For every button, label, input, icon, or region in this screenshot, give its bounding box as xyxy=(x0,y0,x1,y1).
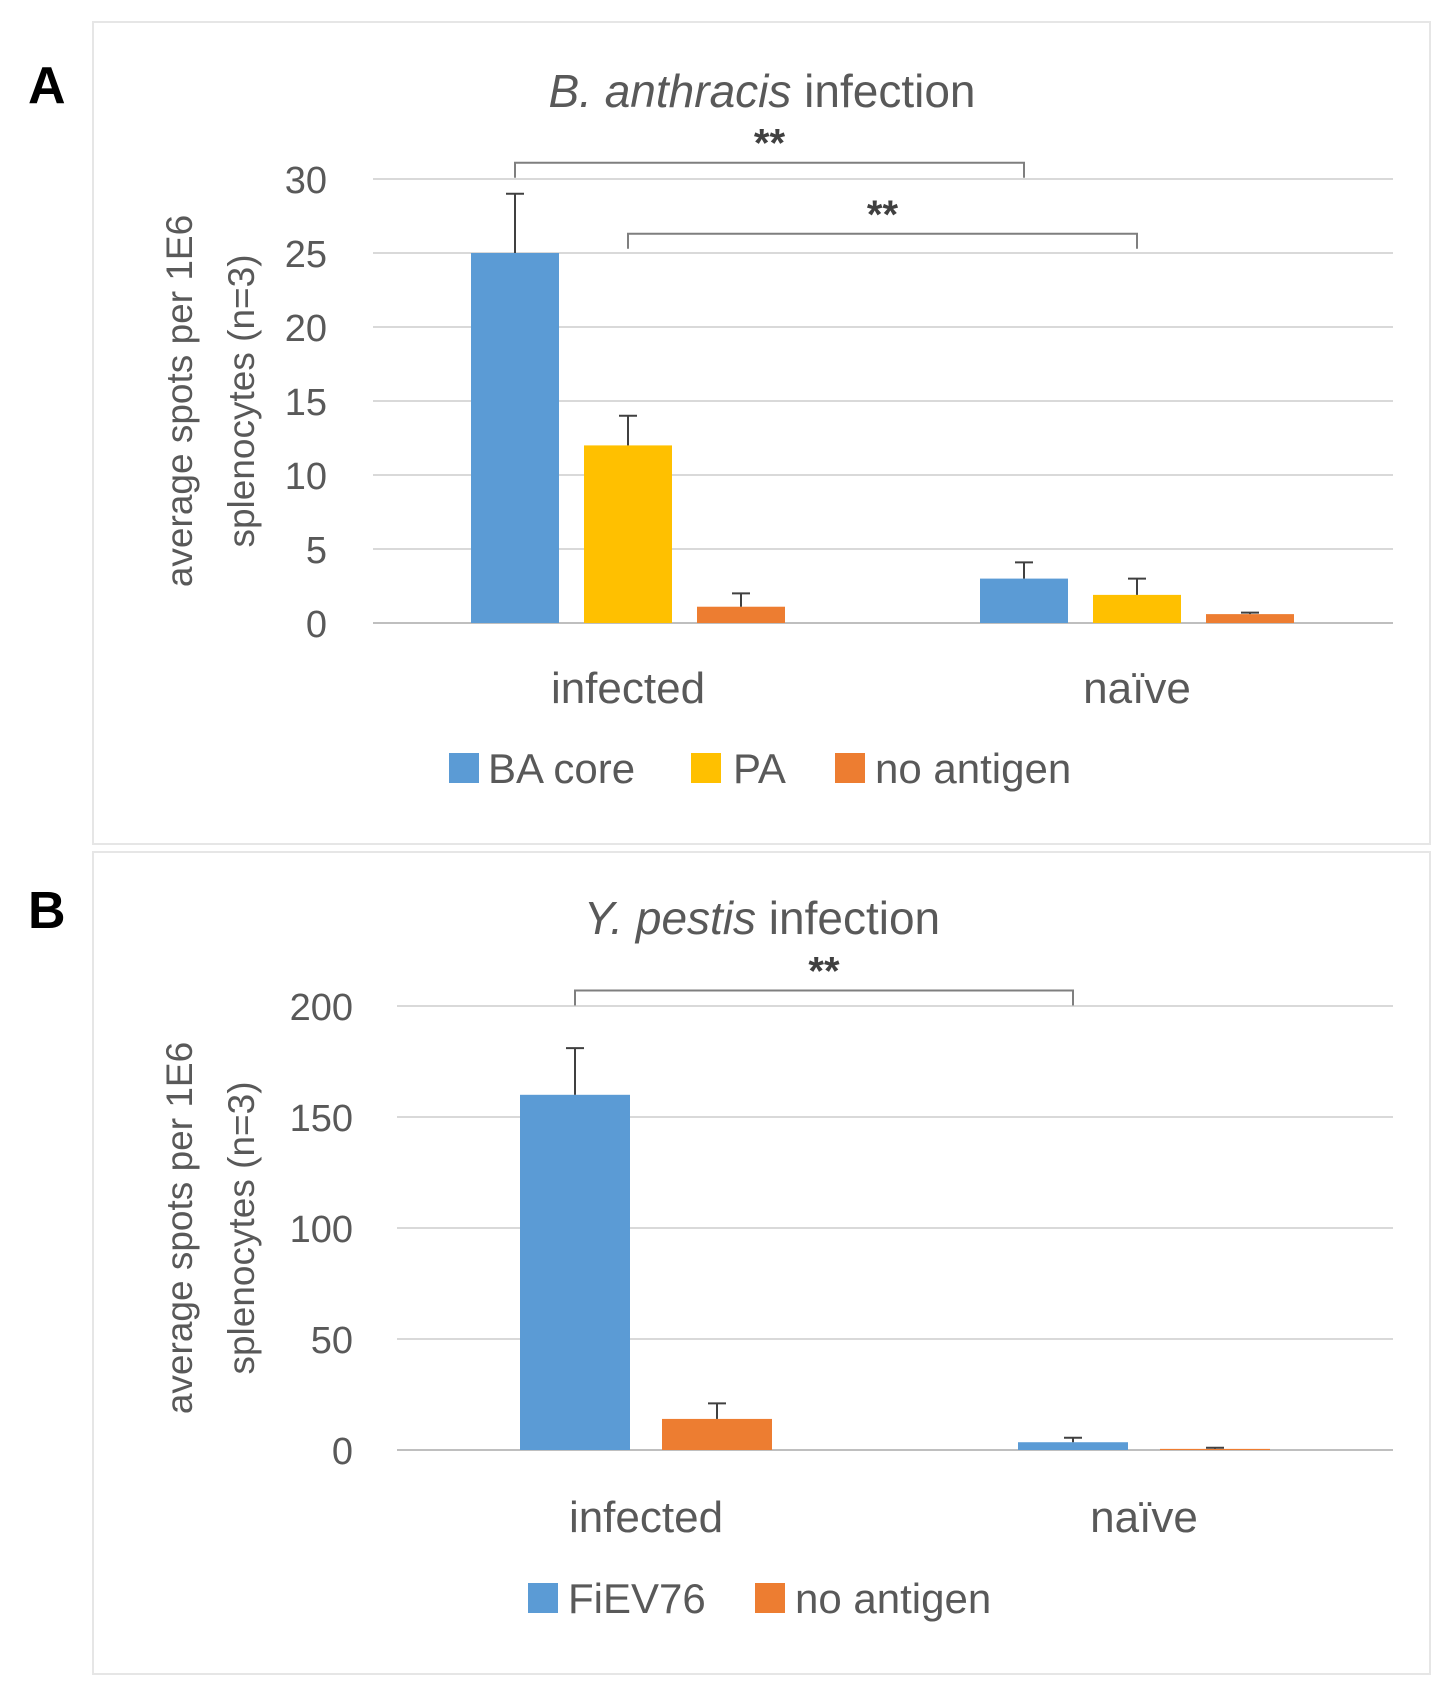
bar-no-antigen-infected xyxy=(662,1418,772,1450)
panel-a-frame xyxy=(92,21,1431,845)
panel-b: B Y. pestis infection 0 50 100 150 200 average … xyxy=(28,882,1393,1622)
significance-label: ** xyxy=(754,122,786,166)
y-tick-label: 100 xyxy=(290,1209,353,1251)
y-axis-label-line2: splenocytes (n=3) xyxy=(221,1081,262,1374)
significance-label: ** xyxy=(867,193,899,237)
y-axis-label-line1: average spots per 1E6 xyxy=(159,215,200,587)
y-axis-label-line1: average spots per 1E6 xyxy=(159,1042,200,1414)
bar-no-antigen-nave xyxy=(1206,614,1294,623)
category-label: infected xyxy=(569,1493,723,1542)
bar-no-antigen-infected xyxy=(697,606,785,623)
y-tick-label: 15 xyxy=(285,382,327,424)
chart-title-italic: Y. pestis xyxy=(584,892,756,944)
chart-title: Y. pestis infection xyxy=(584,892,940,944)
legend-label: PA xyxy=(733,745,786,792)
y-tick-label: 5 xyxy=(306,530,327,572)
panel-a: A B. anthracis infection 0 5 10 15 20 25 30 avera… xyxy=(28,57,1393,792)
panel-label: A xyxy=(28,57,66,115)
bar-fiev76-infected xyxy=(520,1094,630,1450)
chart-title-italic: B. anthracis xyxy=(548,65,791,117)
panel-label: B xyxy=(28,882,66,940)
y-tick-label: 50 xyxy=(311,1320,353,1362)
chart-title-rest: infection xyxy=(791,65,975,117)
y-tick-label: 25 xyxy=(285,234,327,276)
significance-bracket xyxy=(574,989,1074,1006)
bar-pa-infected xyxy=(584,445,672,623)
bar-pa-nave xyxy=(1093,594,1181,623)
significance-bracket xyxy=(514,161,1025,178)
bar-no-antigen-nave xyxy=(1160,1448,1270,1450)
legend-swatch-no-antigen xyxy=(755,1583,785,1613)
category-label: naïve xyxy=(1090,1493,1198,1542)
legend-swatch-pa xyxy=(691,753,721,783)
legend-swatch-ba-core xyxy=(449,753,479,783)
legend-label: no antigen xyxy=(795,1575,991,1622)
y-tick-label: 30 xyxy=(285,160,327,202)
y-tick-label: 0 xyxy=(332,1431,353,1473)
significance-bracket xyxy=(627,232,1138,249)
y-tick-label: 20 xyxy=(285,308,327,350)
legend-label: no antigen xyxy=(875,745,1071,792)
y-tick-label: 0 xyxy=(306,604,327,646)
chart-title: B. anthracis infection xyxy=(548,65,975,117)
bar-fiev76-nave xyxy=(1018,1442,1128,1450)
bar-ba-core-infected xyxy=(471,253,559,623)
y-tick-label: 200 xyxy=(290,987,353,1029)
category-label: naïve xyxy=(1083,664,1191,713)
legend-swatch-no-antigen xyxy=(835,753,865,783)
chart-title-rest: infection xyxy=(756,892,940,944)
y-axis-label-line2: splenocytes (n=3) xyxy=(221,254,262,547)
significance-label: ** xyxy=(808,949,840,993)
legend-label: BA core xyxy=(488,745,635,792)
y-tick-label: 10 xyxy=(285,456,327,498)
bar-ba-core-nave xyxy=(980,578,1068,623)
category-label: infected xyxy=(551,664,705,713)
panel-b-frame xyxy=(92,851,1431,1675)
legend-swatch-fiev76 xyxy=(528,1583,558,1613)
y-tick-label: 150 xyxy=(290,1098,353,1140)
legend-label: FiEV76 xyxy=(568,1575,706,1622)
